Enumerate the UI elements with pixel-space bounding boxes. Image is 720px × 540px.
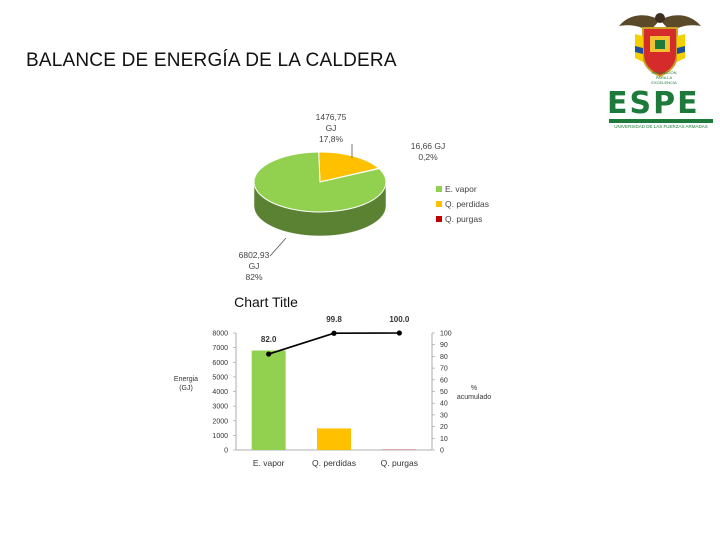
y2-tick-label: 40	[440, 401, 448, 408]
legend-swatch	[436, 186, 442, 192]
y2-axis-title: acumulado	[457, 394, 491, 401]
pie-slice-q-perdidas	[318, 151, 380, 183]
pie-data-label: GJ	[249, 261, 260, 271]
y2-tick-label: 70	[440, 366, 448, 373]
pie-leader-line	[269, 237, 287, 257]
y2-tick-label: 0	[440, 448, 444, 455]
bar-q-perdidas	[317, 428, 351, 450]
y2-tick-label: 30	[440, 412, 448, 419]
legend-swatch	[436, 216, 442, 222]
espe-crest-icon	[619, 13, 701, 78]
y-axis-title: Energia	[174, 376, 198, 383]
y-tick-label: 3000	[212, 404, 228, 411]
y2-tick-label: 100	[440, 331, 452, 338]
legend-entry: Q. purgas	[445, 214, 482, 224]
cumulative-point	[266, 351, 272, 357]
chart-title: Chart Title	[234, 294, 298, 310]
y2-tick-label: 50	[440, 389, 448, 396]
cumulative-line	[268, 332, 400, 355]
y-tick-label: 7000	[212, 345, 228, 352]
y2-tick-label: 10	[440, 436, 448, 443]
legend-swatch	[436, 201, 442, 207]
y-tick-label: 8000	[212, 331, 228, 338]
y2-tick-label: 60	[440, 377, 448, 384]
cumulative-point	[396, 330, 402, 336]
legend-entry: E. vapor	[445, 184, 477, 194]
pie-data-label: 6802,93	[239, 250, 270, 260]
cumulative-point	[331, 330, 337, 336]
x-tick-label: Q. purgas	[381, 458, 418, 468]
y2-tick-label: 80	[440, 354, 448, 361]
y2-axis-title: %	[471, 385, 477, 392]
bar-e-vapor	[251, 350, 286, 450]
pie-data-label: GJ	[326, 123, 337, 133]
y2-tick-label: 20	[440, 424, 448, 431]
y-tick-label: 1000	[212, 433, 228, 440]
y2-tick-label: 90	[440, 342, 448, 349]
crest-caption: INNOVACIÓN PARA LA EXCELENCIA	[651, 70, 677, 85]
y-tick-label: 4000	[212, 389, 228, 396]
logo-underline	[609, 119, 713, 123]
y-tick-label: 2000	[212, 418, 228, 425]
pareto-chart: Chart Title01000200030004000500060007000…	[174, 294, 491, 468]
pie-data-label: 1476,75	[316, 112, 347, 122]
y-tick-label: 5000	[212, 374, 228, 381]
pie-slice-e-vapor	[253, 151, 387, 213]
pie-data-label: 16,66 GJ	[411, 141, 446, 151]
y-tick-label: 6000	[212, 360, 228, 367]
y-axis-title: (GJ)	[179, 385, 193, 392]
page-title: BALANCE DE ENERGÍA DE LA CALDERA	[26, 50, 397, 71]
cumulative-data-label: 99.8	[326, 315, 342, 324]
pie-data-label: 17,8%	[319, 134, 344, 144]
logo-tagline: UNIVERSIDAD DE LAS FUERZAS ARMADAS	[614, 124, 708, 129]
legend-entry: Q. perdidas	[445, 199, 489, 209]
x-tick-label: Q. perdidas	[312, 458, 356, 468]
y-tick-label: 0	[224, 448, 228, 455]
pie-data-label: 0,2%	[418, 152, 438, 162]
cumulative-data-label: 82.0	[261, 335, 277, 344]
x-tick-label: E. vapor	[253, 458, 285, 468]
pie-data-label: 82%	[245, 272, 262, 282]
espe-wordmark: ESPE	[607, 86, 700, 121]
cumulative-data-label: 100.0	[389, 315, 410, 324]
